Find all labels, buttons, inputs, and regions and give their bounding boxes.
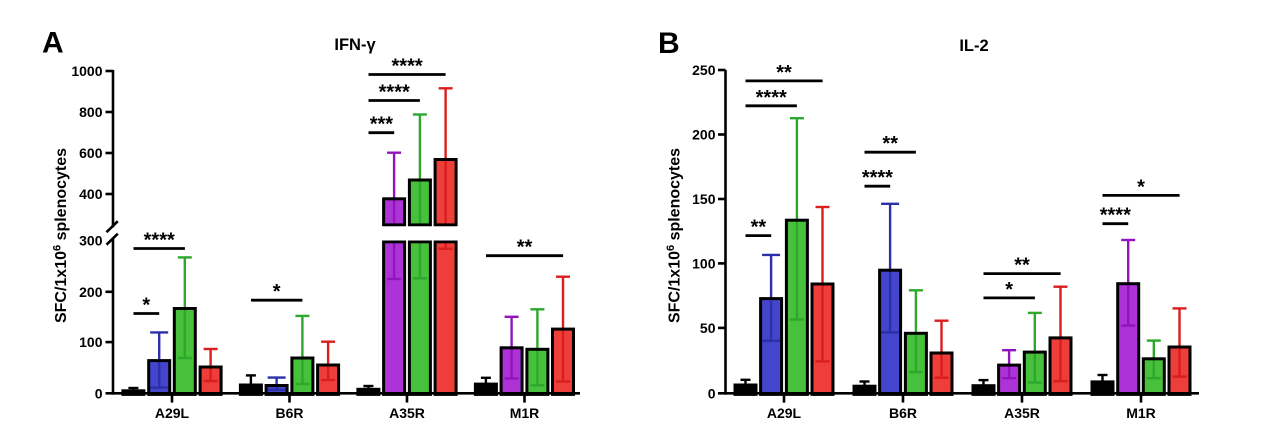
- svg-text:**: **: [517, 237, 533, 259]
- svg-text:A35R: A35R: [1004, 405, 1040, 421]
- svg-text:SFC/1x106 splenocytes: SFC/1x106 splenocytes: [52, 148, 71, 323]
- svg-text:A29L: A29L: [767, 405, 802, 421]
- svg-text:100: 100: [79, 334, 103, 350]
- svg-text:B6R: B6R: [275, 405, 303, 421]
- svg-text:*: *: [273, 281, 281, 303]
- svg-text:A29L: A29L: [155, 405, 190, 421]
- svg-text:200: 200: [692, 127, 716, 143]
- svg-text:****: ****: [144, 230, 175, 252]
- svg-text:*: *: [1005, 279, 1013, 301]
- svg-text:1000: 1000: [71, 63, 102, 79]
- svg-text:****: ****: [862, 167, 893, 189]
- svg-text:800: 800: [79, 104, 103, 120]
- svg-text:*: *: [1137, 176, 1145, 198]
- svg-text:M1R: M1R: [510, 405, 540, 421]
- svg-text:B: B: [658, 27, 680, 60]
- svg-text:*: *: [142, 295, 150, 317]
- svg-text:***: ***: [370, 114, 394, 136]
- svg-text:**: **: [882, 133, 898, 155]
- svg-text:****: ****: [379, 82, 410, 104]
- svg-text:600: 600: [79, 145, 103, 161]
- svg-text:300: 300: [79, 233, 103, 249]
- svg-text:**: **: [776, 62, 792, 84]
- svg-text:150: 150: [692, 191, 716, 207]
- svg-text:250: 250: [692, 62, 716, 78]
- svg-text:****: ****: [392, 56, 423, 78]
- svg-text:****: ****: [756, 87, 787, 109]
- svg-text:A35R: A35R: [389, 405, 425, 421]
- svg-text:400: 400: [79, 186, 103, 202]
- svg-text:****: ****: [1100, 205, 1131, 227]
- svg-text:IL-2: IL-2: [959, 37, 988, 55]
- svg-text:M1R: M1R: [1126, 405, 1156, 421]
- svg-text:0: 0: [708, 385, 716, 401]
- svg-text:A: A: [42, 27, 64, 60]
- svg-text:0: 0: [95, 385, 103, 401]
- svg-text:SFC/1x106 splenocytes: SFC/1x106 splenocytes: [665, 148, 684, 323]
- svg-text:100: 100: [692, 255, 716, 271]
- svg-text:B6R: B6R: [889, 405, 917, 421]
- svg-text:IFN-γ: IFN-γ: [334, 36, 376, 54]
- svg-text:50: 50: [700, 320, 716, 336]
- svg-text:**: **: [1014, 255, 1030, 277]
- svg-text:**: **: [751, 217, 767, 239]
- svg-text:200: 200: [79, 284, 103, 300]
